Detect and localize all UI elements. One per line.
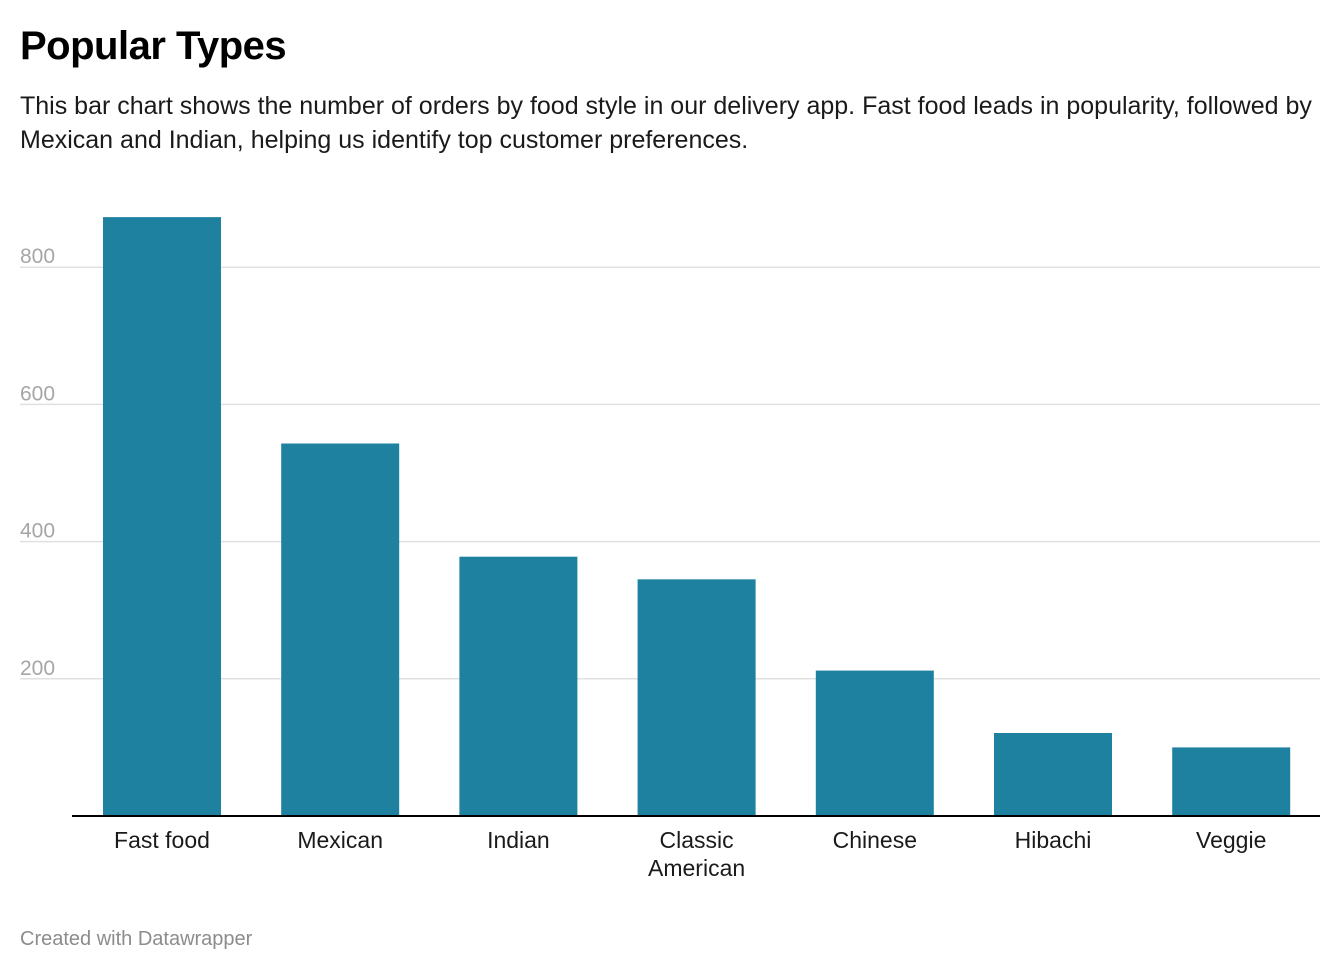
bar bbox=[459, 556, 578, 816]
bars bbox=[103, 217, 1291, 816]
bar bbox=[994, 732, 1112, 816]
x-category-label: Veggie bbox=[1196, 827, 1266, 853]
x-category-label: Mexican bbox=[297, 827, 383, 853]
y-tick-label: 400 bbox=[20, 520, 55, 543]
chart-title: Popular Types bbox=[20, 24, 287, 68]
x-category-label: Classic American bbox=[648, 827, 745, 881]
chart-subtitle: This bar chart shows the number of order… bbox=[20, 92, 1312, 154]
bar bbox=[637, 579, 756, 816]
gridlines bbox=[20, 266, 1320, 680]
bar bbox=[1172, 747, 1291, 816]
x-category-label: Fast food bbox=[114, 827, 210, 853]
x-category-label: Indian bbox=[487, 827, 550, 853]
y-tick-label: 800 bbox=[20, 245, 55, 268]
y-tick-label: 600 bbox=[20, 382, 55, 405]
x-category-label: Hibachi bbox=[1015, 827, 1092, 853]
axes: 200 400 600 800 Fast food Mexican Indian Classi… bbox=[20, 245, 1320, 881]
footer-credit: Created with Datawrapper bbox=[20, 928, 253, 950]
bar bbox=[103, 217, 221, 816]
y-tick-label: 200 bbox=[20, 657, 55, 680]
x-category-label: Chinese bbox=[833, 827, 917, 853]
bar bbox=[815, 670, 934, 816]
bar bbox=[281, 443, 400, 816]
bar-chart: 200 400 600 800 Fast food Mexican Indian Classi… bbox=[20, 217, 1320, 881]
